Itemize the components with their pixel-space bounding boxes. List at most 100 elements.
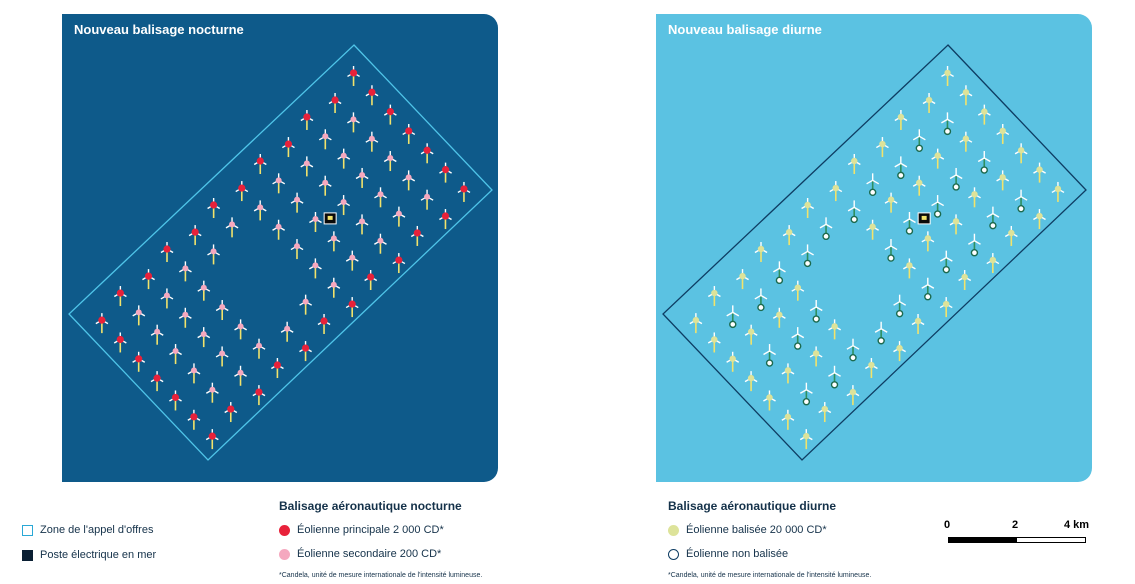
secondary-turbine-icon — [300, 156, 314, 177]
secondary-turbine-icon — [318, 175, 332, 196]
primary-turbine-icon — [188, 225, 202, 246]
secondary-turbine-icon — [299, 294, 313, 315]
primary-turbine-icon — [252, 385, 266, 406]
marked-turbine-icon — [828, 319, 842, 340]
unmarked-turbine-icon — [809, 300, 823, 323]
marked-turbine-icon — [736, 269, 749, 290]
primary-turbine-icon — [207, 198, 221, 219]
marked-turbine-icon — [968, 187, 981, 208]
secondary-dot-swatch — [279, 548, 290, 560]
unmarked-turbine-icon — [772, 261, 786, 285]
secondary-turbine-icon — [234, 319, 248, 340]
primary-turbine-icon — [169, 390, 182, 411]
marked-turbine-icon — [986, 253, 1000, 274]
secondary-turbine-icon — [402, 170, 416, 191]
unmarked-turbine-icon — [828, 365, 841, 389]
unmarked-turbine-icon — [791, 327, 805, 350]
marked-turbine-icon — [893, 341, 906, 362]
secondary-turbine-icon — [420, 189, 434, 210]
legend-marked-item: Éolienne balisée 20 000 CD* — [668, 524, 827, 536]
primary-turbine-icon — [187, 409, 201, 430]
unmarked-turbine-icon — [912, 129, 926, 153]
secondary-turbine-icon — [327, 231, 341, 252]
marked-turbine-icon — [846, 385, 860, 406]
secondary-turbine-icon — [347, 112, 360, 133]
unmarked-turbine-icon — [921, 277, 935, 301]
marked-turbine-icon — [754, 242, 768, 263]
secondary-turbine-icon — [178, 261, 192, 282]
night-map-panel: Nouveau balisage nocturne — [62, 14, 498, 482]
unmarked-turbine-icon — [949, 167, 963, 191]
unmarked-turbine-icon — [939, 250, 953, 274]
unmarked-turbine-icon — [977, 151, 991, 174]
primary-turbine-icon — [328, 93, 342, 114]
zone-outline — [68, 44, 493, 461]
day-panel-title: Nouveau balisage diurne — [668, 22, 822, 37]
legend-secondary-item: Éolienne secondaire 200 CD* — [279, 548, 441, 560]
unmarked-turbine-icon — [986, 206, 1000, 230]
primary-turbine-icon — [299, 341, 312, 362]
marked-turbine-icon — [781, 409, 795, 430]
poste-swatch — [22, 549, 33, 561]
primary-turbine-icon — [150, 371, 164, 392]
marked-turbine-icon — [744, 371, 758, 392]
primary-turbine-icon — [402, 123, 416, 144]
marked-turbine-icon — [941, 65, 954, 86]
marked-turbine-icon — [1014, 143, 1028, 164]
marked-turbine-icon — [818, 402, 832, 423]
legend-secondary-label: Éolienne secondaire 200 CD* — [297, 548, 442, 560]
primary-turbine-icon — [224, 402, 238, 423]
marked-turbine-icon — [958, 269, 972, 290]
secondary-turbine-icon — [169, 344, 182, 365]
secondary-turbine-icon — [355, 214, 369, 235]
unmarked-turbine-icon — [893, 294, 907, 318]
marked-turbine-icon — [894, 109, 908, 130]
primary-turbine-icon — [439, 209, 452, 230]
day-footnote: *Candela, unité de mesure internationale… — [668, 572, 872, 579]
scale-label-4: 4 km — [1064, 519, 1090, 531]
secondary-turbine-icon — [374, 187, 387, 208]
unmarked-turbine-icon — [1014, 189, 1028, 213]
primary-turbine-icon — [410, 225, 424, 246]
zone-outline — [662, 44, 1087, 461]
unmarked-turbine-icon — [941, 112, 954, 136]
legend-night-heading: Balisage aéronautique nocturne — [279, 499, 462, 513]
poste-electrique-light — [921, 215, 927, 220]
scale-label-2: 2 — [1012, 519, 1019, 531]
unmarked-turbine-icon — [903, 211, 916, 235]
secondary-turbine-icon — [392, 206, 406, 227]
marked-turbine-icon — [1033, 209, 1046, 230]
unmarked-turbine-icon — [754, 288, 768, 312]
secondary-turbine-icon — [272, 219, 286, 240]
primary-turbine-icon — [282, 137, 295, 158]
scale-bar-fill — [948, 537, 1017, 543]
secondary-turbine-icon — [178, 307, 192, 328]
legend-unmarked-item: Éolienne non balisée — [668, 548, 788, 560]
scale-label-0: 0 — [944, 519, 951, 531]
secondary-turbine-icon — [252, 338, 266, 359]
unmarked-turbine-icon — [884, 239, 898, 262]
legend-primary-label: Éolienne principale 2 000 CD* — [297, 524, 444, 536]
primary-turbine-icon — [113, 286, 127, 307]
secondary-turbine-icon — [355, 167, 369, 188]
primary-turbine-icon — [317, 314, 331, 335]
unmarked-turbine-icon — [931, 195, 945, 218]
primary-turbine-icon — [300, 109, 314, 130]
secondary-turbine-icon — [225, 217, 239, 238]
primary-turbine-icon — [383, 104, 397, 125]
secondary-turbine-icon — [197, 280, 211, 301]
night-map — [68, 44, 493, 461]
legend-primary-item: Éolienne principale 2 000 CD* — [279, 524, 444, 536]
marked-dot-swatch — [668, 524, 679, 536]
unmarked-turbine-icon — [874, 321, 888, 345]
primary-turbine-icon — [95, 313, 109, 334]
marked-turbine-icon — [847, 153, 861, 174]
unmarked-turbine-icon — [819, 217, 833, 241]
unmarked-turbine-icon — [968, 233, 981, 257]
marked-turbine-icon — [782, 225, 796, 246]
primary-turbine-icon — [235, 181, 249, 202]
secondary-turbine-icon — [205, 382, 219, 403]
marked-turbine-icon — [939, 297, 953, 318]
marked-turbine-icon — [864, 358, 878, 379]
marked-turbine-icon — [996, 170, 1010, 191]
